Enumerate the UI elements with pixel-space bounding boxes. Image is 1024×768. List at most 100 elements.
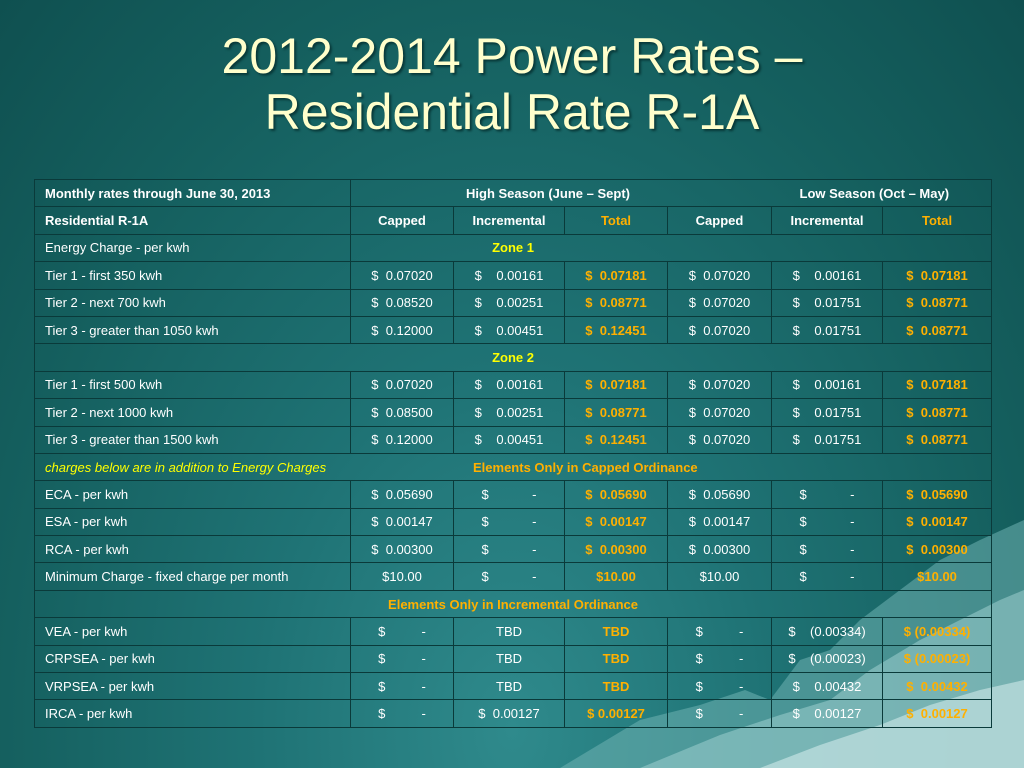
capped-section-row-cell: charges below are in addition to Energy …: [33, 452, 993, 482]
zone-1-tier-row: Tier 1 - first 350 kwh $ 0.07020 $ 0.00161…: [34, 261, 993, 290]
capped-element-row: ESA - per kwh $ 0.00147 $ - $ 0.00147 $ 0.00…: [34, 507, 993, 537]
rate-cell: $ 0.07181: [564, 261, 668, 290]
rate-cell: $ 0.00432: [771, 672, 883, 701]
rate-cell: $ 0.00451: [453, 315, 565, 345]
rate-cell: $ -: [771, 535, 883, 564]
capped-section-row: charges below are in addition to Energy …: [33, 452, 993, 482]
rate-cell: $ 0.01751: [771, 398, 883, 427]
rate-cell: $ 0.12000: [350, 315, 454, 345]
rate-cell: $ 0.07020: [350, 261, 454, 290]
rate-cell: $ -: [453, 480, 565, 509]
rate-cell: $ 0.08500: [350, 398, 454, 427]
col-high-capped: Capped: [350, 206, 454, 235]
rate-cell: $ 0.00451: [453, 425, 565, 454]
rate-cell: $ 0.00161: [453, 261, 565, 290]
rate-cell: $ 0.07020: [667, 315, 772, 345]
header-high-season: High Season (June – Sept): [466, 185, 630, 201]
rate-cell: $ 0.00127: [453, 699, 565, 728]
rate-cell: $ -: [771, 562, 883, 591]
rate-cell: $ 0.00161: [771, 370, 883, 400]
incremental-element-row: IRCA - per kwh $ - $ 0.00127 $ 0.00127 $ - $ …: [34, 699, 993, 728]
rate-cell: $ 0.00251: [453, 398, 565, 427]
rate-cell: $ -: [350, 699, 454, 728]
rate-cell: $ 0.01751: [771, 288, 883, 317]
rate-cell: $ 0.12000: [350, 425, 454, 454]
rate-cell: $ 0.07020: [667, 261, 772, 290]
zone-2-row: Zone 2: [33, 343, 993, 372]
row-label: Tier 3 - greater than 1500 kwh: [34, 425, 351, 454]
rate-cell: $ 0.01751: [771, 315, 883, 345]
rate-cell: $ 0.05690: [881, 480, 993, 509]
rate-cell: $ 0.00300: [667, 535, 772, 564]
title-line-1: 2012-2014 Power Rates –: [221, 28, 803, 84]
row-label: IRCA - per kwh: [34, 699, 351, 728]
rate-cell: $ 0.07181: [881, 370, 993, 400]
incremental-section-row: Elements Only in Incremental Ordinance: [33, 589, 993, 619]
rate-cell: $ 0.00127: [771, 699, 883, 728]
zone-2-tier-row: Tier 2 - next 1000 kwh $ 0.08500 $ 0.00251…: [34, 398, 993, 427]
rate-cell: $ 0.00300: [564, 535, 668, 564]
rate-cell: $ (0.00023): [771, 644, 883, 674]
rate-cell: $ 0.08771: [564, 398, 668, 427]
row-label: VEA - per kwh: [34, 617, 351, 646]
zone-1-label: Zone 1: [349, 233, 993, 263]
row-label: Tier 2 - next 1000 kwh: [34, 398, 351, 427]
rate-cell: TBD: [453, 672, 565, 701]
incremental-section-row-cell: Elements Only in Incremental Ordinance: [33, 589, 993, 619]
rate-cell: $10.00: [564, 562, 668, 591]
incremental-element-row: VRPSEA - per kwh $ - TBD TBD $ - $ 0.00432 $ 0…: [34, 672, 993, 701]
rate-cell: $ -: [350, 672, 454, 701]
rate-cell: $ 0.05690: [667, 480, 772, 509]
capped-element-row: RCA - per kwh $ 0.00300 $ - $ 0.00300 $ 0.00…: [34, 535, 993, 564]
rate-cell: $ 0.00127: [564, 699, 668, 728]
rate-cell: $ 0.00300: [881, 535, 993, 564]
rate-cell: $ 0.00147: [564, 507, 668, 537]
rate-cell: $ 0.00147: [667, 507, 772, 537]
col-high-total: Total: [564, 206, 668, 235]
rate-cell: $ 0.00147: [350, 507, 454, 537]
note-text: charges below are in addition to Energy …: [45, 459, 327, 475]
rate-cell: $ 0.07181: [881, 261, 993, 290]
col-low-total: Total: [881, 206, 993, 235]
rate-cell: $ (0.00334): [881, 617, 993, 646]
rate-cell: $10.00: [350, 562, 454, 591]
rate-cell: $ -: [771, 480, 883, 509]
rate-cell: TBD: [453, 617, 565, 646]
rate-cell: $ 0.00161: [453, 370, 565, 400]
rate-cell: $ 0.08771: [564, 288, 668, 317]
rate-cell: $ 0.08771: [881, 315, 993, 345]
rate-cell: $ -: [667, 617, 772, 646]
section-label: Elements Only in Capped Ordinance: [473, 459, 698, 475]
zone-2-row-cell: Zone 2: [33, 343, 993, 372]
rate-cell: $ 0.07020: [350, 370, 454, 400]
rate-cell: $ -: [667, 644, 772, 674]
rate-cell: $ -: [350, 644, 454, 674]
header-row-2: Residential R-1A Capped Incremental Tota…: [34, 206, 993, 235]
header-row-1: Monthly rates through June 30, 2013 High…: [34, 178, 993, 208]
rate-cell: $ 0.07020: [667, 398, 772, 427]
rate-cell: $ -: [453, 535, 565, 564]
col-low-incremental: Incremental: [771, 206, 883, 235]
header-low-season: Low Season (Oct – May): [799, 185, 950, 201]
rate-cell: $ -: [771, 507, 883, 537]
incremental-element-row: CRPSEA - per kwh $ - TBD TBD $ - $ (0.00023) $…: [34, 644, 993, 674]
rate-cell: $ 0.12451: [564, 425, 668, 454]
zone-2-tier-row: Tier 3 - greater than 1500 kwh $ 0.12000 $…: [34, 425, 993, 454]
section-label: Zone 2: [492, 350, 534, 366]
rate-cell: $10.00: [881, 562, 993, 591]
rate-cell: $ 0.01751: [771, 425, 883, 454]
title-line-2: Residential Rate R-1A: [264, 84, 760, 140]
capped-element-row: Minimum Charge - fixed charge per month $…: [34, 562, 993, 591]
rate-cell: $ -: [453, 507, 565, 537]
rate-cell: $ 0.07020: [667, 425, 772, 454]
rate-cell: $ -: [667, 699, 772, 728]
header-residential: Residential R-1A: [34, 206, 351, 235]
section-label: Elements Only in Incremental Ordinance: [388, 596, 639, 612]
rate-cell: $ 0.05690: [350, 480, 454, 509]
row-label: CRPSEA - per kwh: [34, 644, 351, 674]
rate-cell: $ 0.00127: [881, 699, 993, 728]
col-low-capped: Capped: [667, 206, 772, 235]
header-seasons: High Season (June – Sept) Low Season (Oc…: [349, 178, 993, 208]
rate-cell: $ 0.08520: [350, 288, 454, 317]
row-label: Minimum Charge - fixed charge per month: [34, 562, 351, 591]
